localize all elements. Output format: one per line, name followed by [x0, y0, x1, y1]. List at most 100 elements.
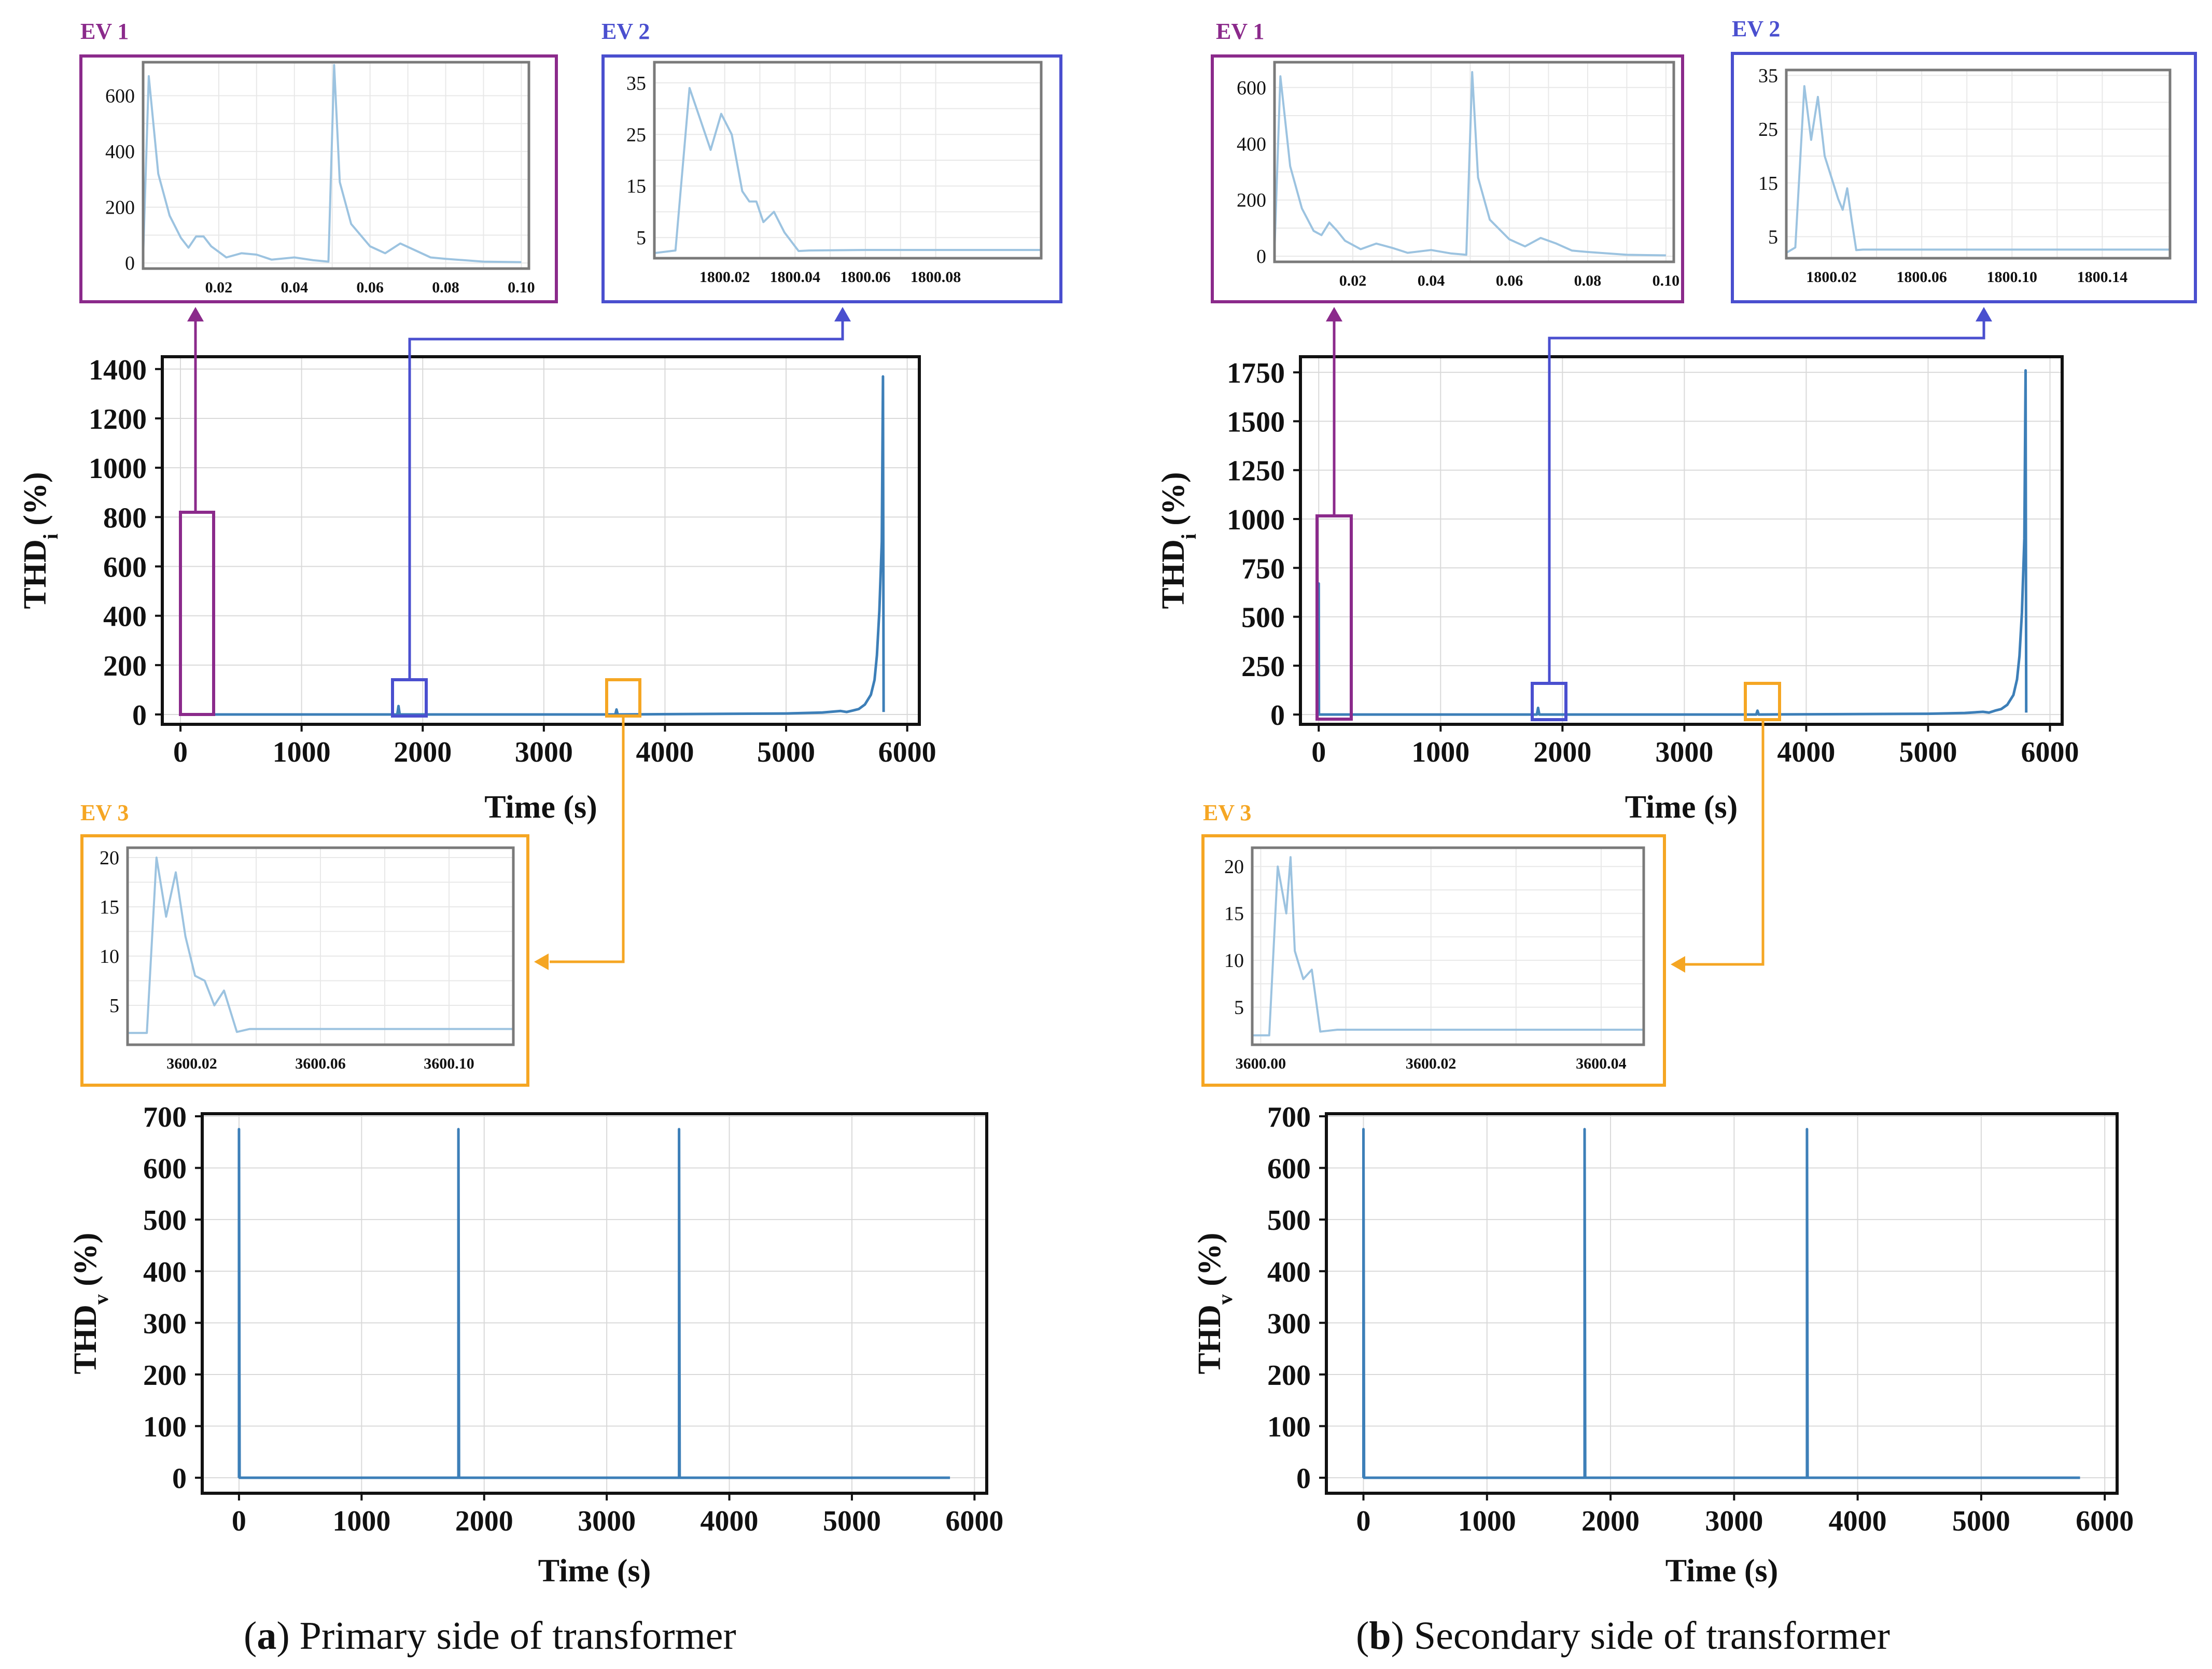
x-axis-label: Time (s) [1625, 790, 1738, 825]
x-tick-label: 0.06 [1496, 272, 1523, 289]
y-axis-label-sub: v [1213, 1294, 1237, 1305]
chart-b-thdv: 0 1000 2000 3000 4000 5000 6000 0 100 200 300 400 50… [1192, 1101, 2134, 1589]
x-tick-label: 0.08 [1574, 272, 1602, 289]
x-tick-label: 0 [232, 1505, 246, 1537]
x-tick-label: 1800.06 [840, 269, 891, 286]
y-tick-label: 1750 [1227, 357, 1285, 389]
y-tick-label: 500 [143, 1204, 187, 1237]
x-tick-label: 0 [173, 736, 188, 768]
chart-a-ev2: 1800.02 1800.04 1800.06 1800.08 5 15 25 35 [601, 54, 1062, 303]
y-tick-label: 1200 [89, 403, 147, 436]
caption-b-letter: b [1369, 1614, 1391, 1658]
y-tick-label: 200 [103, 650, 147, 682]
y-tick-label: 0 [125, 253, 135, 274]
ev1-label-b: EV 1 [1216, 19, 1264, 44]
y-tick-label: 5 [1768, 227, 1778, 248]
ev3-label-b: EV 3 [1203, 800, 1251, 825]
y-tick-label: 10 [100, 946, 119, 967]
x-tick-label: 3000 [578, 1505, 636, 1537]
x-tick-label: 0.02 [1339, 272, 1367, 289]
chart-b-ev1: 0.02 0.04 0.06 0.08 0.10 0 200 400 600 [1211, 54, 1684, 303]
y-axis-label-sub: i [39, 534, 62, 539]
plot-frame-b-ev2 [1785, 68, 2172, 260]
series-line-a-ev3 [128, 857, 513, 1034]
y-tick-label: 20 [100, 847, 119, 869]
caption-a: (a) Primary side of transformer [244, 1614, 736, 1658]
y-tick-label: 25 [626, 124, 646, 146]
inset-frame-b-ev2 [1731, 52, 2197, 303]
chart-b-thdi: 0 1000 2000 3000 4000 5000 6000 0 250 500 750 1000 1… [1156, 355, 2079, 825]
ev2-arrowhead-b [1976, 307, 1992, 321]
y-axis-label: THDv (%) [68, 1232, 113, 1374]
chart-b-ev3: 3600.00 3600.02 3600.04 5 10 15 20 [1201, 834, 1666, 1087]
x-tick-label: 3600.02 [1406, 1055, 1457, 1072]
plot-frame-a-thdv [201, 1112, 988, 1495]
x-tick-label: 3600.06 [295, 1055, 346, 1072]
y-tick-label: 5 [109, 995, 119, 1017]
ev1-label-a: EV 1 [80, 19, 129, 44]
x-tick-label: 3600.10 [424, 1055, 474, 1072]
y-tick-label: 600 [105, 86, 135, 107]
caption-a-letter: a [257, 1614, 276, 1658]
ev2-connector-a [408, 321, 844, 680]
chart-a-ev3: 3600.02 3600.06 3600.10 5 10 15 20 [80, 834, 529, 1087]
ev2-label-a: EV 2 [601, 19, 650, 44]
chart-a-ev1: 0.02 0.04 0.06 0.08 0.10 0 200 400 600 [79, 54, 558, 303]
x-tick-label: 2000 [1581, 1505, 1640, 1537]
ev1-arrowhead-b [1326, 307, 1342, 321]
y-tick-label: 400 [1237, 133, 1266, 155]
series-line-a-thdi [179, 375, 885, 716]
y-tick-label: 600 [1237, 77, 1266, 99]
x-tick-label: 1000 [1458, 1505, 1516, 1537]
ev1-zoom-box-a [179, 511, 215, 716]
ev3-connector-b [1685, 720, 1765, 966]
y-axis-label-sub: i [1177, 534, 1200, 539]
y-tick-label: 400 [105, 141, 135, 163]
x-tick-label: 6000 [2076, 1505, 2134, 1537]
y-tick-label: 800 [103, 502, 147, 534]
y-axis-label-sub: v [89, 1294, 113, 1305]
y-tick-label: 200 [143, 1359, 187, 1392]
x-tick-label: 0.02 [205, 279, 233, 296]
y-tick-label: 400 [1267, 1256, 1311, 1288]
x-tick-label: 5000 [757, 736, 815, 768]
x-tick-label: 2000 [1533, 736, 1591, 768]
x-tick-label: 3600.02 [166, 1055, 217, 1072]
y-axis-label-main: THD [18, 539, 53, 609]
series-line-b-ev2 [1785, 85, 2170, 254]
x-tick-label: 1800.02 [699, 269, 750, 286]
x-tick-label: 0.10 [508, 279, 535, 296]
x-tick-label: 0.04 [1418, 272, 1445, 289]
y-tick-label: 200 [1237, 190, 1266, 212]
x-tick-label: 2000 [455, 1505, 513, 1537]
y-tick-label: 700 [143, 1101, 187, 1133]
series-line-b-ev1 [1273, 71, 1666, 257]
plot-frame-b-thdv [1325, 1112, 2119, 1495]
y-tick-label: 750 [1241, 553, 1285, 585]
y-tick-label: 35 [1758, 65, 1778, 87]
x-tick-label: 1800.02 [1806, 269, 1857, 286]
series-line-b-thdv [1362, 1128, 2080, 1479]
x-tick-label: 2000 [394, 736, 452, 768]
y-tick-label: 400 [143, 1256, 187, 1288]
x-tick-label: 0.08 [432, 279, 459, 296]
ev2-arrowhead-a [834, 307, 851, 321]
ev1-zoom-box-b [1315, 514, 1353, 721]
x-tick-label: 3000 [515, 736, 573, 768]
ev3-connector-a [550, 716, 625, 963]
y-axis-label: THDi (%) [18, 472, 62, 609]
x-tick-label: 1800.14 [2077, 269, 2128, 286]
plot-frame-a-ev3 [126, 846, 515, 1046]
x-tick-label: 4000 [701, 1505, 759, 1537]
series-line-b-thdi [1317, 369, 2028, 716]
ev3-arrowhead-a [534, 953, 549, 970]
plot-frame-b-ev1 [1273, 61, 1675, 263]
caption-b: (b) Secondary side of transformer [1356, 1614, 1890, 1658]
series-line-a-ev2 [654, 87, 1041, 255]
plot-frame-a-thdi [161, 355, 921, 726]
series-line-b-ev3 [1252, 856, 1644, 1036]
x-tick-label: 0 [1311, 736, 1326, 768]
y-axis-label: THDi (%) [1156, 472, 1200, 609]
y-tick-label: 400 [103, 601, 147, 633]
